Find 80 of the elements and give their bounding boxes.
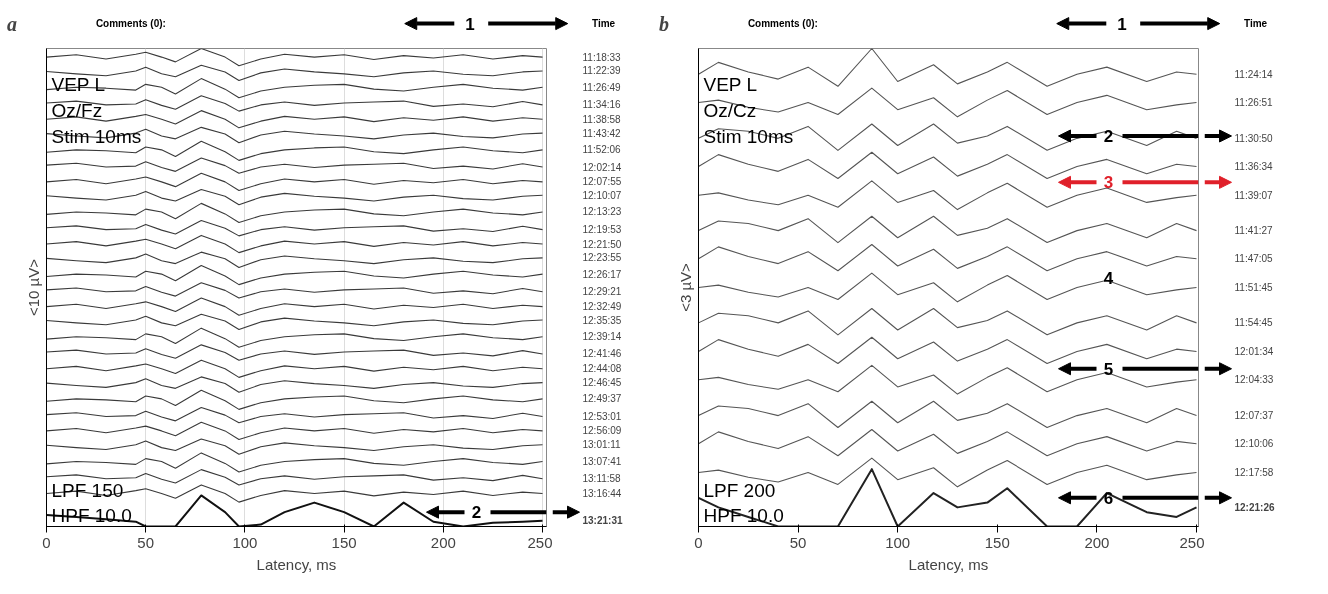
text: 11:18:33 <box>582 51 622 63</box>
text: 11:47:05 <box>1234 253 1274 265</box>
text: 12:53:01 <box>582 411 622 423</box>
text: 12:02:14 <box>582 161 622 173</box>
text: 11:26:51 <box>1234 97 1274 109</box>
text: 12:26:17 <box>582 268 622 280</box>
text: 12:10:07 <box>582 189 622 201</box>
annotation: 5 <box>1103 359 1114 379</box>
chart-title: b <box>659 12 670 35</box>
annotation: 2 <box>471 503 482 523</box>
text: 11:30:50 <box>1234 132 1274 144</box>
annotation: VEP L <box>703 73 758 95</box>
x-tick-label: 250 <box>527 533 553 551</box>
text: 1 <box>465 14 475 34</box>
text: 12:32:49 <box>582 301 622 313</box>
text: 12:01:34 <box>1234 346 1274 358</box>
text: 12:39:14 <box>582 331 622 343</box>
annotation: LPF 200 <box>703 480 776 502</box>
x-tick-label: 200 <box>430 533 456 551</box>
y-axis-title: <3 µV> <box>676 262 694 312</box>
text: Time <box>1244 18 1268 30</box>
x-tick-label: 0 <box>42 533 51 551</box>
y-axis-title: <10 µV> <box>24 258 42 317</box>
text: Time <box>592 18 616 30</box>
chart-title: a <box>7 12 18 35</box>
text: 12:35:35 <box>582 314 622 326</box>
text: 12:46:45 <box>582 377 622 389</box>
text: 12:07:37 <box>1234 410 1274 422</box>
text: 12:17:58 <box>1234 466 1274 478</box>
text: 13:11:58 <box>582 473 622 485</box>
text: 12:13:23 <box>582 206 622 218</box>
text: 11:34:16 <box>582 99 622 111</box>
x-axis-title: Latency, ms <box>256 555 337 573</box>
annotation: 4 <box>1103 268 1114 288</box>
text: 12:23:55 <box>582 252 622 264</box>
x-axis-title: Latency, ms <box>908 555 989 573</box>
text: 11:22:39 <box>582 65 622 77</box>
text: 11:38:58 <box>582 113 622 125</box>
text: 11:39:07 <box>1234 189 1274 201</box>
text: 13:01:11 <box>582 439 622 451</box>
x-tick-label: 150 <box>984 533 1010 551</box>
annotation: 2 <box>1103 126 1114 146</box>
x-tick-label: 100 <box>232 533 258 551</box>
text: 12:07:55 <box>582 176 622 188</box>
text: 12:19:53 <box>582 224 622 236</box>
text: 11:52:06 <box>582 144 622 156</box>
text: 11:24:14 <box>1234 68 1274 80</box>
text: 12:10:06 <box>1234 438 1274 450</box>
text: 1 <box>1117 14 1127 34</box>
text: 13:16:44 <box>582 488 622 500</box>
x-tick-label: 50 <box>789 533 807 551</box>
text: 11:51:45 <box>1234 282 1274 293</box>
text: 13:07:41 <box>582 455 622 467</box>
annotation: 3 <box>1103 173 1114 193</box>
x-tick-label: 200 <box>1084 533 1110 551</box>
x-tick-label: 0 <box>694 533 703 551</box>
text: 11:41:27 <box>1234 225 1274 237</box>
text: 11:54:45 <box>1234 317 1274 329</box>
x-tick-label: 250 <box>1179 533 1205 551</box>
text: 12:44:08 <box>582 363 622 375</box>
text: 11:26:49 <box>582 81 622 93</box>
x-tick-label: 50 <box>137 533 155 551</box>
text: 12:49:37 <box>582 393 622 405</box>
text: 12:29:21 <box>582 286 622 298</box>
text: Comments (0): <box>747 18 818 30</box>
annotation: Oz/Fz <box>51 100 103 122</box>
text: 12:21:50 <box>582 238 622 250</box>
text: 12:56:09 <box>582 425 622 437</box>
text: 12:41:46 <box>582 348 622 360</box>
annotation: HPF 10.0 <box>703 505 784 527</box>
text: 13:21:31 <box>582 515 623 527</box>
text: Comments (0): <box>95 18 166 30</box>
text: 11:36:34 <box>1234 161 1274 173</box>
annotation: Stim 10ms <box>703 126 794 148</box>
text: 11:43:42 <box>582 127 622 139</box>
annotation: Oz/Cz <box>703 100 757 122</box>
x-tick-label: 150 <box>331 533 357 551</box>
text: 12:04:33 <box>1234 374 1274 386</box>
x-tick-label: 100 <box>885 533 911 551</box>
text: 12:21:26 <box>1234 501 1275 513</box>
